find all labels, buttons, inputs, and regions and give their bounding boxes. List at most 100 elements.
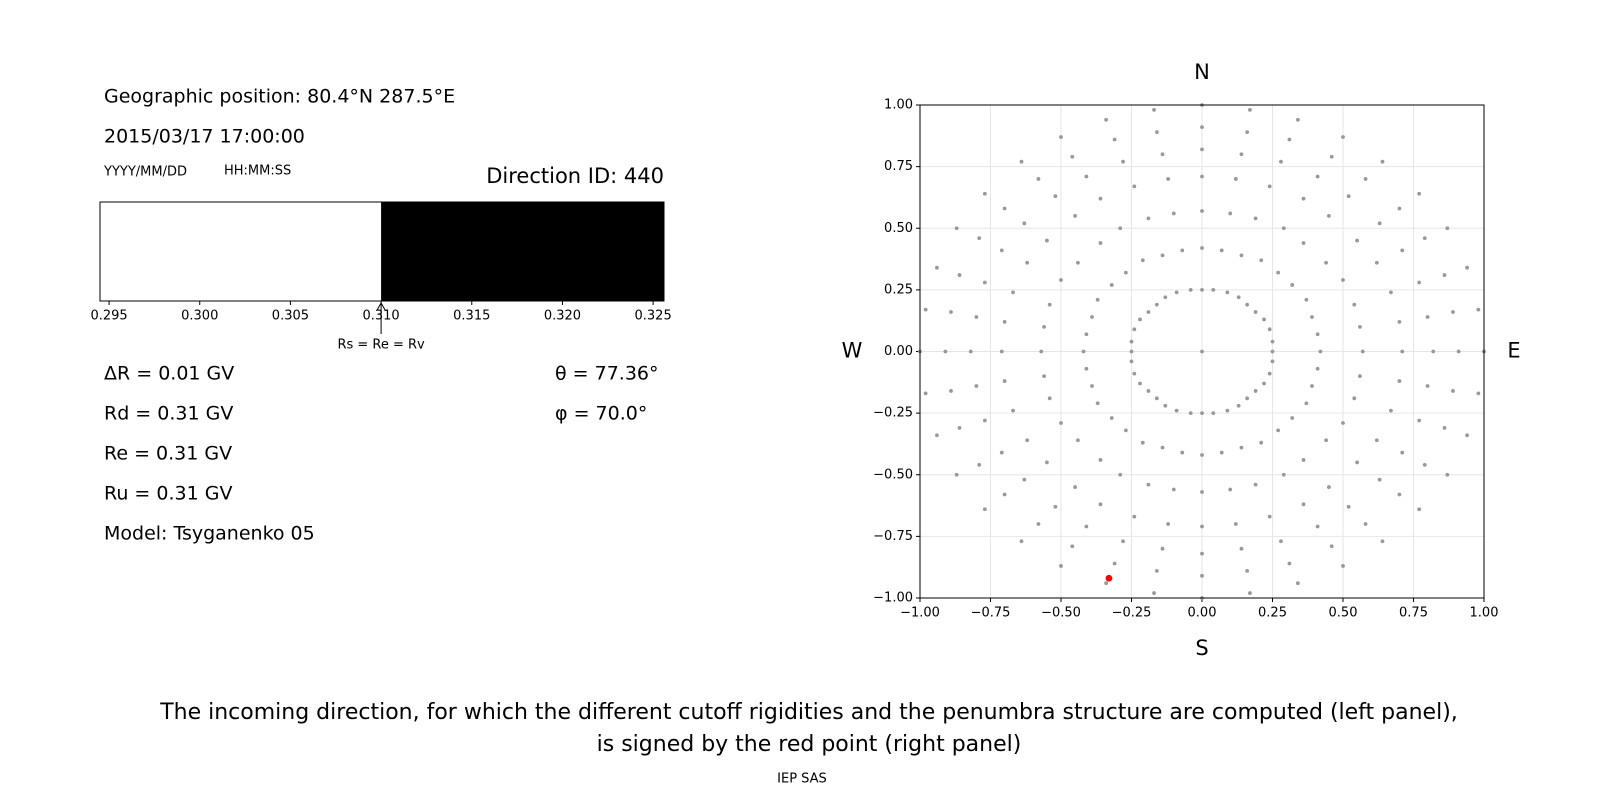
point (1327, 214, 1331, 218)
point (1397, 379, 1402, 383)
point (1132, 514, 1137, 519)
point (1154, 302, 1159, 307)
y-tick-label: −0.75 (873, 529, 913, 544)
point (1118, 226, 1123, 231)
point (1239, 445, 1244, 450)
point (1397, 206, 1402, 211)
point (1233, 522, 1238, 526)
point (1174, 290, 1179, 295)
point (1329, 544, 1334, 549)
point (1109, 416, 1114, 420)
point (1129, 339, 1134, 344)
point (1324, 260, 1328, 265)
point (1253, 310, 1258, 314)
point (1059, 135, 1063, 139)
x-tick-label: 0.50 (1329, 606, 1358, 621)
point (1019, 539, 1024, 544)
point (1233, 177, 1238, 181)
footer: IEP SAS (777, 772, 827, 787)
point (1301, 502, 1306, 507)
y-tick-label: 0.75 (884, 159, 913, 174)
point (1098, 196, 1103, 201)
point (1301, 196, 1306, 201)
point (1445, 226, 1450, 231)
point (1417, 280, 1422, 285)
point (1400, 349, 1405, 354)
point (1121, 539, 1125, 544)
point (1346, 194, 1351, 199)
point (1211, 411, 1216, 416)
point (1132, 184, 1137, 189)
point (1465, 265, 1469, 270)
point (999, 248, 1004, 253)
point (949, 389, 953, 393)
point (1267, 327, 1272, 332)
point (1200, 551, 1204, 556)
point (1341, 135, 1345, 139)
point (1236, 403, 1241, 408)
point (1245, 302, 1250, 307)
point (1442, 426, 1447, 430)
point (1166, 177, 1171, 181)
point (1239, 152, 1244, 157)
point (954, 472, 959, 477)
point (1287, 561, 1292, 566)
point (1200, 573, 1204, 578)
point (1042, 324, 1046, 329)
point (1011, 290, 1015, 295)
point (1163, 295, 1168, 300)
point (1200, 287, 1204, 292)
point (1132, 371, 1137, 376)
point (1267, 514, 1272, 519)
point (1112, 137, 1117, 142)
point (1200, 524, 1204, 529)
point (1219, 450, 1224, 455)
point (1363, 177, 1368, 181)
point (1248, 108, 1252, 112)
point (1456, 349, 1461, 354)
point (1259, 258, 1264, 263)
point (1287, 137, 1292, 142)
point (1200, 174, 1204, 179)
point (1011, 408, 1015, 413)
point (1310, 384, 1314, 388)
point (923, 307, 928, 312)
point (1002, 492, 1007, 497)
point (1200, 453, 1204, 457)
point (1374, 260, 1379, 265)
point (1417, 418, 1422, 423)
y-tick-label: 0.50 (884, 221, 913, 236)
direction-label: E (1507, 339, 1520, 363)
point (1019, 159, 1024, 164)
point (1279, 159, 1283, 164)
point (1002, 320, 1007, 324)
point (1315, 174, 1320, 179)
point (1095, 401, 1100, 406)
x-tick-label: −0.75 (971, 606, 1011, 621)
point (1076, 438, 1080, 443)
point (1025, 438, 1030, 443)
point (1112, 561, 1117, 566)
point (1374, 438, 1379, 443)
point (1358, 324, 1362, 329)
point (1377, 477, 1382, 482)
point (1245, 568, 1250, 573)
point (1422, 462, 1427, 467)
point (1160, 253, 1165, 258)
point (1073, 485, 1077, 489)
point (1140, 440, 1145, 445)
point (1104, 117, 1109, 122)
point (1070, 544, 1075, 549)
point (1290, 416, 1295, 420)
point (1290, 283, 1295, 287)
point (943, 349, 948, 354)
point (1160, 152, 1165, 157)
x-tick-label: 0.320 (544, 309, 581, 324)
point (1129, 349, 1134, 354)
point (1002, 379, 1007, 383)
penumbra-region (381, 202, 664, 301)
y-tick-label: −1.00 (873, 591, 913, 606)
point (1053, 504, 1058, 509)
y-tick-label: 0.25 (884, 282, 913, 297)
